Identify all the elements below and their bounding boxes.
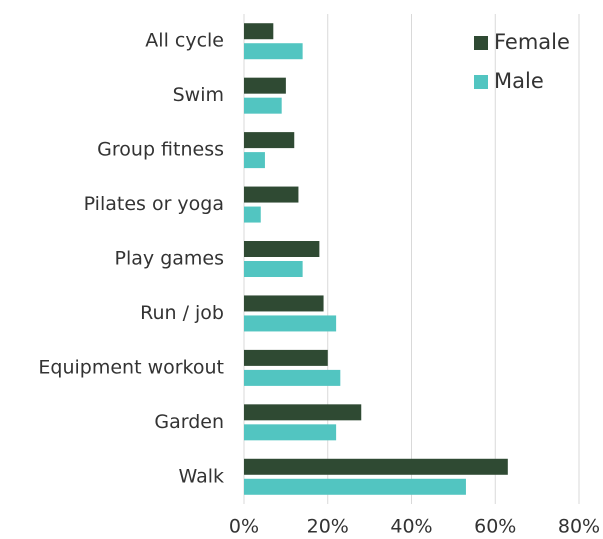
bar bbox=[244, 404, 362, 421]
bar bbox=[244, 261, 303, 277]
bar bbox=[244, 152, 265, 169]
y-tick-label: Group fitness bbox=[97, 139, 224, 161]
legend-swatch bbox=[474, 75, 488, 89]
y-tick-label: Walk bbox=[179, 465, 225, 487]
x-tick-label: 60% bbox=[474, 516, 516, 538]
bar bbox=[244, 97, 282, 114]
bar bbox=[244, 424, 337, 441]
y-tick-label: Run / job bbox=[140, 302, 224, 324]
y-tick-label: Pilates or yoga bbox=[84, 193, 224, 215]
legend-label: Female bbox=[494, 30, 570, 54]
bar bbox=[244, 43, 303, 60]
bar bbox=[244, 206, 261, 223]
x-tick-label: 40% bbox=[390, 516, 432, 538]
y-tick-label: Equipment workout bbox=[38, 356, 224, 378]
bar bbox=[244, 132, 295, 149]
x-tick-label: 0% bbox=[229, 516, 259, 538]
bar bbox=[244, 458, 508, 475]
bar bbox=[244, 186, 299, 203]
legend-swatch bbox=[474, 36, 488, 50]
bar bbox=[244, 349, 328, 366]
y-tick-label: Play games bbox=[115, 248, 224, 270]
bar bbox=[244, 241, 320, 257]
x-tick-label: 80% bbox=[558, 516, 600, 538]
bar bbox=[244, 295, 324, 312]
bar bbox=[244, 478, 466, 495]
bar bbox=[244, 315, 337, 332]
bar bbox=[244, 23, 274, 40]
y-tick-label: Swim bbox=[173, 84, 224, 106]
y-tick-label: All cycle bbox=[145, 30, 224, 52]
y-tick-label: Garden bbox=[154, 411, 224, 433]
x-tick-label: 20% bbox=[307, 516, 349, 538]
bar bbox=[244, 77, 286, 94]
bar bbox=[244, 369, 341, 386]
legend-label: Male bbox=[494, 69, 544, 93]
